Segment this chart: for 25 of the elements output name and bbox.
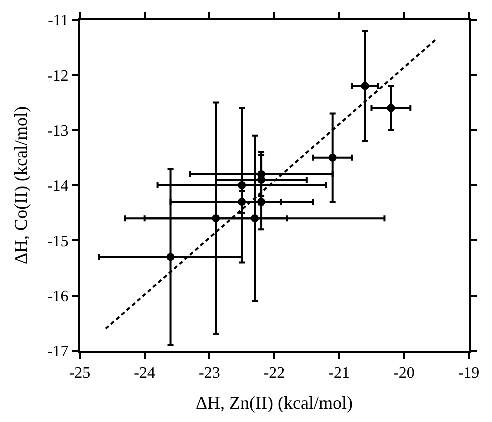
point (251, 214, 260, 223)
y-tick-label: -17 (47, 344, 69, 361)
y-tick-label: -13 (47, 122, 69, 140)
point (238, 182, 246, 190)
x-tick-label: -25 (69, 365, 91, 382)
y-tick-label: -16 (47, 288, 69, 306)
x-tick-label: -20 (394, 365, 415, 382)
x-tick-label: -23 (199, 365, 220, 382)
point (238, 198, 246, 206)
y-tick-label: -14 (47, 178, 69, 196)
x-tick-label: -21 (328, 365, 350, 382)
point (328, 154, 337, 162)
x-tick-label: -19 (458, 365, 480, 382)
y-tick-label: -11 (48, 12, 69, 30)
x-tick-label: -22 (264, 365, 286, 382)
y-axis-title: ΔH, Co(II) (kcal/mol) (11, 106, 32, 265)
point (361, 82, 370, 90)
point (387, 104, 396, 112)
x-axis-title: ΔH, Zn(II) (kcal/mol) (196, 392, 354, 413)
y-tick-label: -12 (47, 68, 69, 85)
y-tick-label: -15 (47, 233, 69, 250)
point (212, 214, 220, 223)
point (258, 198, 266, 206)
x-tick-label: -24 (134, 365, 156, 382)
point (166, 253, 175, 262)
